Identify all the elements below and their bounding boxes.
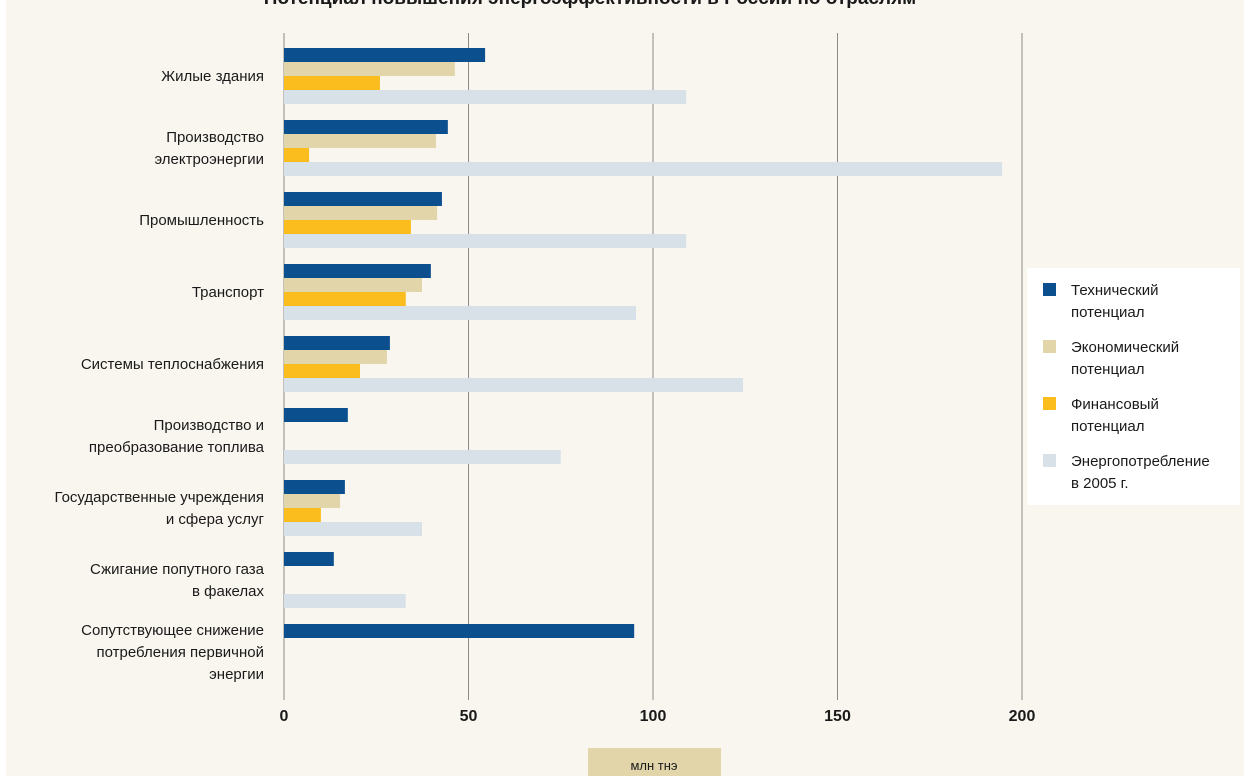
x-tick-label: 50 [460, 708, 478, 725]
y-tick-label: Системы теплоснабжения [81, 356, 264, 373]
y-tick-label: Производство электроэнергии [154, 129, 264, 168]
bar [284, 522, 423, 536]
y-tick-label: Сопутствующее снижение потребления первич… [81, 622, 264, 683]
bar [284, 76, 380, 90]
x-label-box [588, 748, 721, 776]
bar [284, 378, 744, 392]
legend-label: Экономический потенциал [1071, 339, 1179, 378]
legend-marker [1043, 283, 1056, 296]
bar [284, 408, 348, 422]
bar [284, 162, 1003, 176]
y-tick-label: Государственные учреждения и сфера услуг [54, 489, 264, 528]
legend-box [1027, 268, 1240, 505]
bar [284, 48, 486, 62]
bar [284, 594, 406, 608]
legend-label: Технический потенциал [1071, 282, 1158, 321]
legend-label: Энергопотребление в 2005 г. [1071, 453, 1210, 492]
y-tick-label: Жилые здания [161, 68, 264, 85]
bar [284, 494, 341, 508]
bar [284, 220, 411, 234]
bar [284, 552, 334, 566]
bar [284, 234, 687, 248]
bar [284, 350, 387, 364]
x-tick-label: 100 [640, 708, 667, 725]
chart-title: Потенциал повышения энергоэффективности … [264, 0, 916, 9]
bar [284, 450, 561, 464]
bar [284, 62, 455, 76]
y-tick-label: Производство и преобразование топлива [89, 417, 265, 456]
legend-marker [1043, 340, 1056, 353]
bar [284, 90, 687, 104]
bar [284, 148, 310, 162]
legend-label: Финансовый потенциал [1071, 396, 1159, 435]
y-tick-label: Транспорт [192, 284, 264, 301]
bar [284, 336, 390, 350]
legend-marker [1043, 397, 1056, 410]
bar [284, 206, 438, 220]
y-tick-label: Сжигание попутного газа в факелах [90, 561, 265, 600]
bar [284, 306, 637, 320]
bar [284, 508, 321, 522]
y-tick-label: Промышленность [139, 212, 264, 229]
bar [284, 278, 423, 292]
x-axis-label: млн тнэ [630, 758, 677, 773]
x-tick-label: 200 [1009, 708, 1036, 725]
bar [284, 120, 448, 134]
bar [284, 134, 437, 148]
x-tick-label: 0 [280, 708, 289, 725]
bar [284, 624, 635, 638]
bar [284, 192, 442, 206]
bar [284, 364, 361, 378]
x-tick-label: 150 [824, 708, 851, 725]
bar [284, 264, 431, 278]
bar [284, 292, 406, 306]
legend-marker [1043, 454, 1056, 467]
bar [284, 480, 345, 494]
